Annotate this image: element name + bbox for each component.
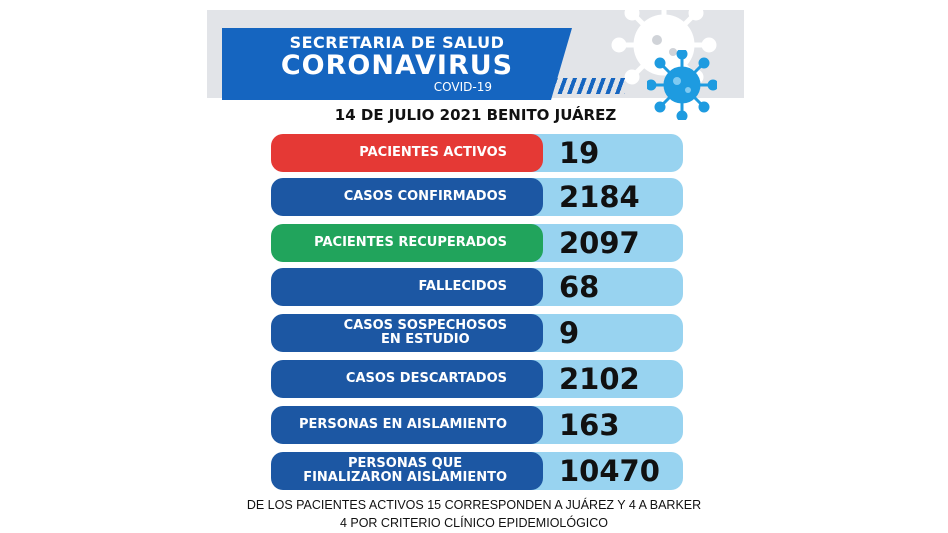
stat-row: PERSONAS QUE FINALIZARON AISLAMIENTO 1047… <box>271 452 683 490</box>
stat-label-text: CASOS CONFIRMADOS <box>343 189 507 204</box>
stat-label-text: CASOS DESCARTADOS <box>345 371 507 386</box>
stat-label-text: CASOS SOSPECHOSOS EN ESTUDIO <box>343 318 507 347</box>
stat-label: PACIENTES ACTIVOS <box>271 134 543 172</box>
stat-row: PACIENTES RECUPERADOS 2097 <box>271 224 683 262</box>
footer-note-1: DE LOS PACIENTES ACTIVOS 15 CORRESPONDEN… <box>246 498 702 512</box>
stat-label-text: PACIENTES ACTIVOS <box>359 145 507 160</box>
stat-label: CASOS SOSPECHOSOS EN ESTUDIO <box>271 314 543 352</box>
stat-label-text: PERSONAS EN AISLAMIENTO <box>298 417 507 432</box>
stat-row: CASOS CONFIRMADOS 2184 <box>271 178 683 216</box>
stat-row: PACIENTES ACTIVOS 19 <box>271 134 683 172</box>
report-date: 14 DE JULIO 2021 BENITO JUÁREZ <box>334 106 617 124</box>
decorative-stripes <box>525 78 625 94</box>
stat-label: PACIENTES RECUPERADOS <box>271 224 543 262</box>
stat-label-text: PACIENTES RECUPERADOS <box>314 235 507 250</box>
stat-value: 19 <box>559 136 600 170</box>
stat-value: 10470 <box>559 454 660 488</box>
stat-label: CASOS CONFIRMADOS <box>271 178 543 216</box>
virus-large-icon <box>611 10 717 85</box>
stat-row: PERSONAS EN AISLAMIENTO 163 <box>271 406 683 444</box>
stat-value: 2184 <box>559 180 640 214</box>
stat-value: 163 <box>559 408 620 442</box>
stat-value: 2102 <box>559 362 640 396</box>
title-coronavirus: CORONAVIRUS <box>280 50 514 81</box>
title-covid: COVID-19 <box>433 80 492 94</box>
stat-label-text: PERSONAS QUE FINALIZARON AISLAMIENTO <box>303 456 507 485</box>
footer-note-2: 4 POR CRITERIO CLÍNICO EPIDEMIOLÓGICO <box>339 516 609 530</box>
virus-small-icon <box>647 50 717 120</box>
stat-label-text: FALLECIDOS <box>418 279 507 294</box>
stat-label: CASOS DESCARTADOS <box>271 360 543 398</box>
infographic-card: SECRETARIA DE SALUD CORONAVIRUS COVID-19 <box>207 10 744 490</box>
stat-label: FALLECIDOS <box>271 268 543 306</box>
stat-value: 2097 <box>559 226 640 260</box>
stat-value: 68 <box>559 270 600 304</box>
stat-label: PERSONAS QUE FINALIZARON AISLAMIENTO <box>271 452 543 490</box>
stat-row: CASOS SOSPECHOSOS EN ESTUDIO 9 <box>271 314 683 352</box>
stat-row: CASOS DESCARTADOS 2102 <box>271 360 683 398</box>
title-secretaria: SECRETARIA DE SALUD <box>289 33 505 52</box>
title-banner: SECRETARIA DE SALUD CORONAVIRUS COVID-19 <box>222 28 572 100</box>
stat-value: 9 <box>559 316 580 350</box>
stat-label: PERSONAS EN AISLAMIENTO <box>271 406 543 444</box>
stat-row: FALLECIDOS 68 <box>271 268 683 306</box>
